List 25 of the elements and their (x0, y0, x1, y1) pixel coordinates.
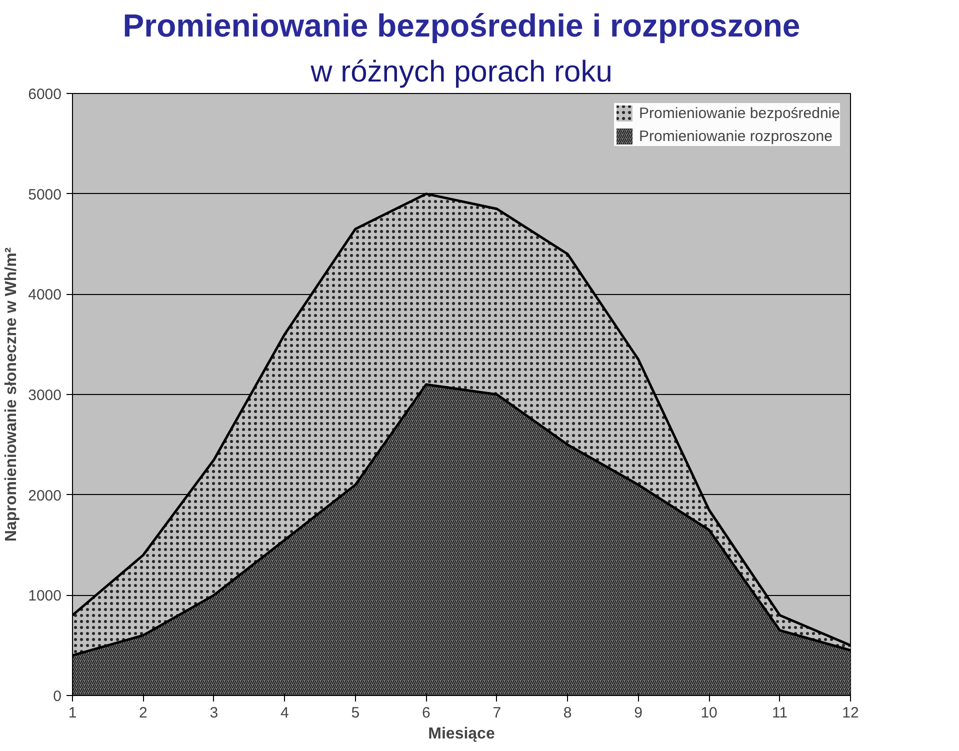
x-tick-label: 9 (634, 704, 642, 722)
y-tick-label: 5000 (28, 186, 62, 204)
y-tick-label: 2000 (28, 487, 62, 504)
y-tick-label: 1000 (28, 588, 62, 605)
y-tick-label: 4000 (28, 286, 62, 304)
x-tick-label: 2 (139, 704, 148, 722)
y-tick-label: 3000 (28, 387, 62, 404)
chart-title: Promieniowanie bezpośrednie i rozproszone (122, 8, 800, 44)
y-tick-label: 0 (53, 688, 62, 705)
x-tick-label: 12 (842, 704, 859, 722)
y-tick-label: 6000 (28, 86, 62, 103)
x-axis-title: Miesiące (428, 726, 495, 742)
x-tick-label: 10 (700, 704, 718, 722)
y-axis-title: Napromieniowanie słoneczne w Wh/m² (3, 247, 20, 542)
x-tick-label: 6 (422, 704, 430, 722)
x-tick-label: 3 (210, 704, 218, 722)
legend-label: Promieniowanie bezpośrednie (639, 104, 840, 122)
chart-subtitle: w różnych porach roku (310, 56, 612, 88)
legend-label: Promieniowanie rozproszone (639, 128, 832, 144)
x-tick-label: 11 (772, 704, 788, 722)
x-tick-label: 5 (351, 704, 360, 722)
x-tick-label: 4 (280, 704, 289, 722)
x-tick-label: 8 (563, 704, 572, 722)
x-tick-label: 7 (492, 704, 502, 722)
x-tick-label: 1 (68, 704, 77, 722)
